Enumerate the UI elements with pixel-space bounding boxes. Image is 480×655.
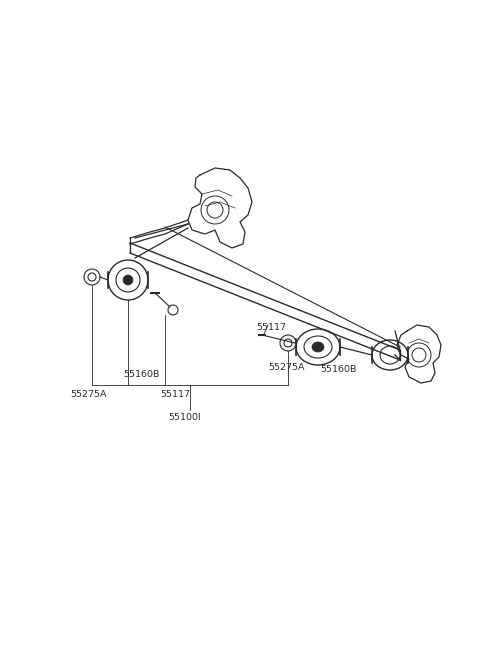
Text: 55117: 55117 <box>160 390 190 399</box>
Ellipse shape <box>380 346 400 364</box>
Ellipse shape <box>304 336 332 358</box>
Ellipse shape <box>296 329 340 365</box>
Ellipse shape <box>284 339 292 347</box>
Text: 55160B: 55160B <box>123 370 159 379</box>
Ellipse shape <box>116 268 140 292</box>
Ellipse shape <box>84 269 100 285</box>
Ellipse shape <box>88 273 96 281</box>
Text: 55117: 55117 <box>256 323 286 332</box>
Text: 55275A: 55275A <box>70 390 107 399</box>
Text: 55100I: 55100I <box>168 413 201 422</box>
Ellipse shape <box>280 335 296 351</box>
Ellipse shape <box>312 342 324 352</box>
Ellipse shape <box>372 340 408 370</box>
Text: 55160B: 55160B <box>320 365 356 374</box>
Ellipse shape <box>108 260 148 300</box>
Text: 55275A: 55275A <box>268 363 304 372</box>
Ellipse shape <box>123 275 133 285</box>
